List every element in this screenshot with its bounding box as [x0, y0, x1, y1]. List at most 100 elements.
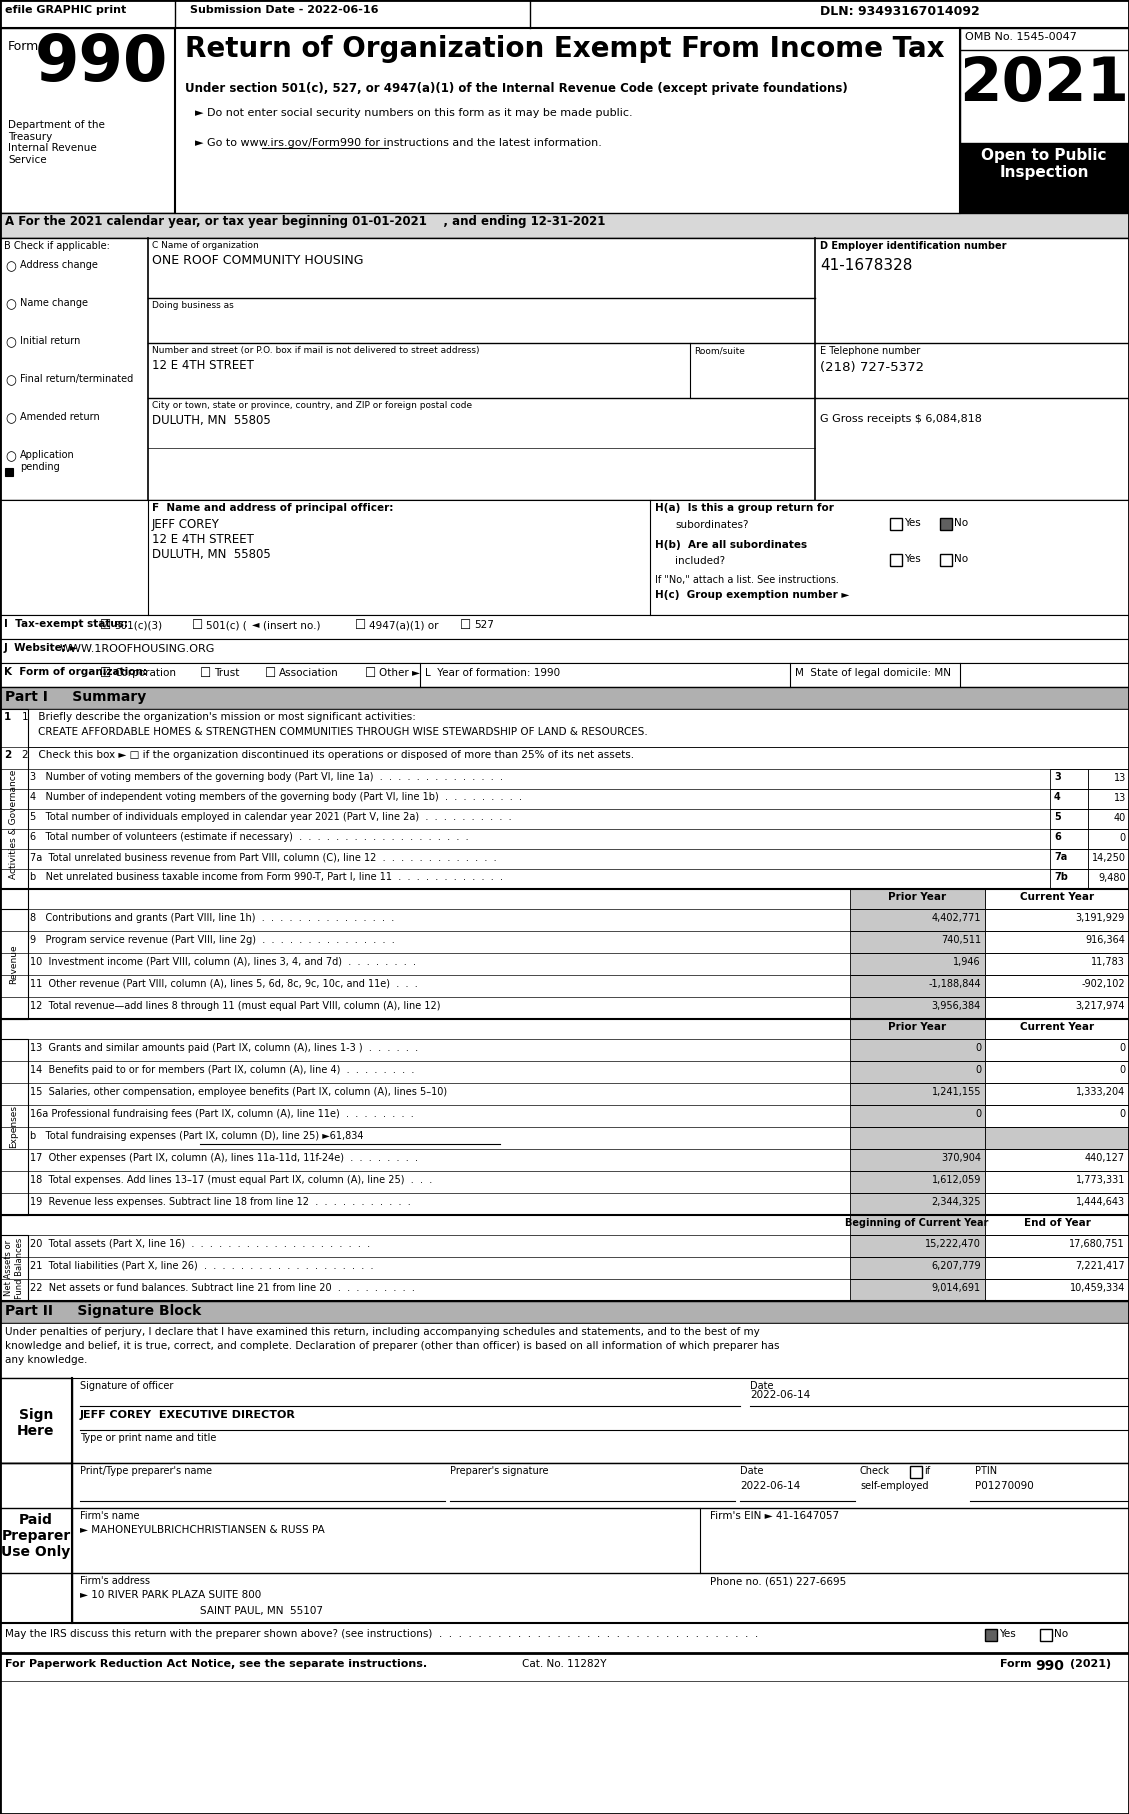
Text: 370,904: 370,904 [940, 1154, 981, 1163]
Bar [850, 1279, 984, 1301]
Text: Check: Check [860, 1466, 890, 1477]
Bar [0, 639, 1129, 662]
Bar [940, 519, 952, 530]
Text: 20  Total assets (Part X, line 16)  .  .  .  .  .  .  .  .  .  .  .  .  .  .  . : 20 Total assets (Part X, line 16) . . . … [30, 1239, 370, 1250]
Text: ONE ROOF COMMUNITY HOUSING: ONE ROOF COMMUNITY HOUSING [152, 254, 364, 267]
Text: Date: Date [739, 1466, 763, 1477]
Bar [0, 1624, 1129, 1653]
Text: 6,207,779: 6,207,779 [931, 1261, 981, 1272]
Text: 990: 990 [35, 33, 168, 94]
Bar [984, 909, 1129, 931]
Text: 3   Number of voting members of the governing body (Part VI, line 1a)  .  .  .  : 3 Number of voting members of the govern… [30, 773, 504, 782]
Bar [960, 143, 1129, 212]
Text: Prior Year: Prior Year [887, 892, 946, 902]
Text: 9,480: 9,480 [1099, 873, 1126, 883]
Bar [850, 1019, 984, 1039]
Text: 2   Check this box ► □ if the organization discontinued its operations or dispos: 2 Check this box ► □ if the organization… [21, 749, 634, 760]
Text: Date: Date [750, 1380, 773, 1391]
Text: ► MAHONEYULBRICHCHRISTIANSEN & RUSS PA: ► MAHONEYULBRICHCHRISTIANSEN & RUSS PA [80, 1526, 325, 1535]
Bar [0, 709, 1129, 747]
Bar [984, 1279, 1129, 1301]
Text: P01270090: P01270090 [975, 1480, 1034, 1491]
Text: SAINT PAUL, MN  55107: SAINT PAUL, MN 55107 [200, 1605, 323, 1616]
Text: Trust: Trust [215, 668, 239, 678]
Text: Name change: Name change [20, 297, 88, 308]
Bar [1088, 829, 1129, 849]
Bar [0, 1301, 1129, 1322]
Bar [940, 553, 952, 566]
Text: F  Name and address of principal officer:: F Name and address of principal officer: [152, 502, 393, 513]
Text: ☑: ☑ [100, 619, 112, 631]
Bar [1050, 769, 1088, 789]
Text: Beginning of Current Year: Beginning of Current Year [846, 1217, 989, 1228]
Bar [984, 952, 1129, 974]
Bar [0, 501, 1129, 615]
Text: Doing business as: Doing business as [152, 301, 234, 310]
Text: self-employed: self-employed [860, 1480, 928, 1491]
Text: 19  Revenue less expenses. Subtract line 18 from line 12  .  .  .  .  .  .  .  .: 19 Revenue less expenses. Subtract line … [30, 1197, 411, 1206]
Text: Part II     Signature Block: Part II Signature Block [5, 1304, 201, 1319]
Text: Cat. No. 11282Y: Cat. No. 11282Y [522, 1660, 606, 1669]
Text: 0: 0 [974, 1043, 981, 1052]
Text: Firm's EIN ► 41-1647057: Firm's EIN ► 41-1647057 [710, 1511, 839, 1520]
Bar [0, 1379, 1129, 1464]
Text: (insert no.): (insert no.) [263, 620, 321, 629]
Text: efile GRAPHIC print: efile GRAPHIC print [5, 5, 126, 15]
Text: 21  Total liabilities (Part X, line 26)  .  .  .  .  .  .  .  .  .  .  .  .  .  : 21 Total liabilities (Part X, line 26) .… [30, 1261, 374, 1272]
Bar [1088, 809, 1129, 829]
Text: b   Total fundraising expenses (Part IX, column (D), line 25) ►61,834: b Total fundraising expenses (Part IX, c… [30, 1130, 364, 1141]
Text: Corporation: Corporation [114, 668, 176, 678]
Text: Part I     Summary: Part I Summary [5, 689, 147, 704]
Text: 1,612,059: 1,612,059 [931, 1175, 981, 1185]
Text: b   Net unrelated business taxable income from Form 990-T, Part I, line 11  .  .: b Net unrelated business taxable income … [30, 873, 504, 882]
Text: knowledge and belief, it is true, correct, and complete. Declaration of preparer: knowledge and belief, it is true, correc… [5, 1341, 779, 1351]
Bar [1088, 849, 1129, 869]
Text: 5   Total number of individuals employed in calendar year 2021 (Part V, line 2a): 5 Total number of individuals employed i… [30, 813, 511, 822]
Bar [850, 1215, 984, 1235]
Text: ○: ○ [5, 259, 16, 272]
Text: Sign
Here: Sign Here [17, 1408, 54, 1439]
Text: Net Assets or
Fund Balances: Net Assets or Fund Balances [5, 1237, 24, 1299]
Bar [0, 1653, 1129, 1682]
Text: ◄: ◄ [252, 619, 260, 629]
Text: G Gross receipts $ 6,084,818: G Gross receipts $ 6,084,818 [820, 414, 982, 424]
Text: Application
pending: Application pending [20, 450, 75, 472]
Text: Address change: Address change [20, 259, 98, 270]
Text: 1,333,204: 1,333,204 [1076, 1087, 1124, 1097]
Text: Form: Form [1000, 1660, 1035, 1669]
Bar [0, 238, 1129, 501]
Text: B Check if applicable:: B Check if applicable: [5, 241, 110, 250]
Bar [850, 1194, 984, 1215]
Text: 12  Total revenue—add lines 8 through 11 (must equal Part VIII, column (A), line: 12 Total revenue—add lines 8 through 11 … [30, 1001, 440, 1010]
Bar [984, 1257, 1129, 1279]
Text: 1,773,331: 1,773,331 [1076, 1175, 1124, 1185]
Bar [910, 1466, 922, 1478]
Text: 9   Program service revenue (Part VIII, line 2g)  .  .  .  .  .  .  .  .  .  .  : 9 Program service revenue (Part VIII, li… [30, 934, 395, 945]
Bar [5, 468, 14, 475]
Text: 0: 0 [1119, 1043, 1124, 1052]
Bar [0, 1039, 28, 1215]
Text: Initial return: Initial return [20, 336, 80, 346]
Text: -1,188,844: -1,188,844 [928, 980, 981, 989]
Bar [984, 889, 1129, 909]
Text: JEFF COREY: JEFF COREY [152, 519, 220, 532]
Text: Phone no. (651) 227-6695: Phone no. (651) 227-6695 [710, 1576, 847, 1585]
Text: D Employer identification number: D Employer identification number [820, 241, 1006, 250]
Text: 16a Professional fundraising fees (Part IX, column (A), line 11e)  .  .  .  .  .: 16a Professional fundraising fees (Part … [30, 1108, 413, 1119]
Text: 15  Salaries, other compensation, employee benefits (Part IX, column (A), lines : 15 Salaries, other compensation, employe… [30, 1087, 447, 1097]
Text: Yes: Yes [904, 553, 921, 564]
Text: ☐: ☐ [200, 668, 211, 680]
Bar [850, 998, 984, 1019]
Text: -902,102: -902,102 [1082, 980, 1124, 989]
Text: 9,014,691: 9,014,691 [931, 1282, 981, 1293]
Text: ► Go to www.irs.gov/Form990 for instructions and the latest information.: ► Go to www.irs.gov/Form990 for instruct… [195, 138, 602, 149]
Bar [984, 1215, 1129, 1235]
Bar [0, 212, 1129, 238]
Text: 1,444,643: 1,444,643 [1076, 1197, 1124, 1206]
Text: any knowledge.: any knowledge. [5, 1355, 87, 1364]
Bar [0, 27, 175, 212]
Text: 916,364: 916,364 [1085, 934, 1124, 945]
Text: 12 E 4TH STREET: 12 E 4TH STREET [152, 359, 254, 372]
Text: 0: 0 [1120, 833, 1126, 844]
Text: ○: ○ [5, 336, 16, 348]
